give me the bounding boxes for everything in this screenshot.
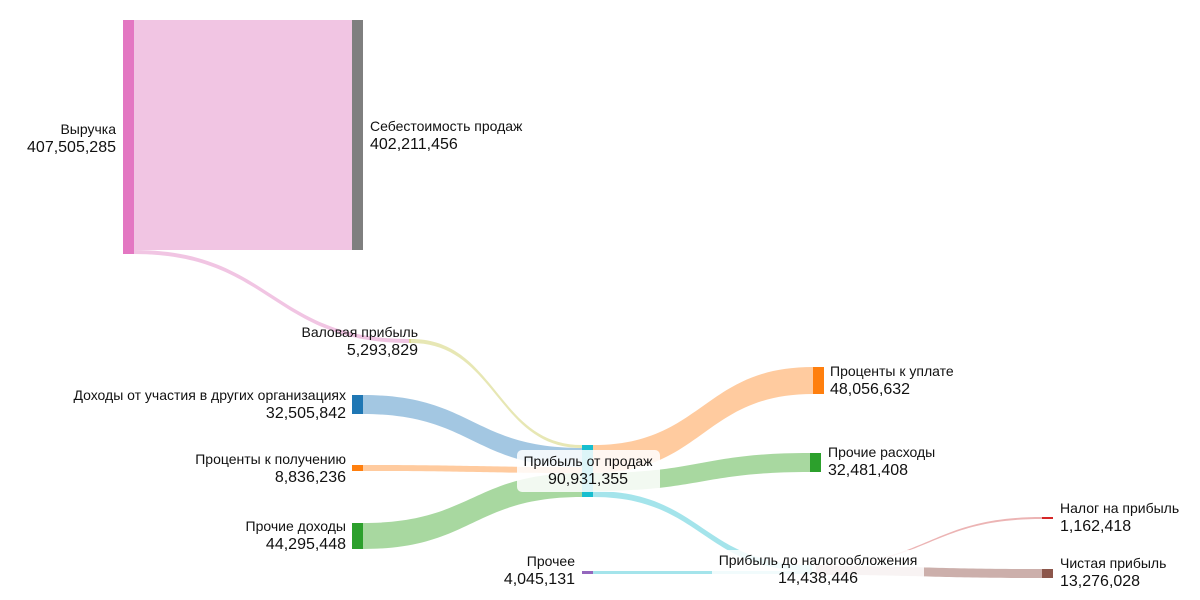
node-label-pretax: Прибыль до налогообложения xyxy=(719,552,918,568)
node-value-other_inc: 44,295,448 xyxy=(266,536,346,553)
node-other_inc xyxy=(352,523,363,549)
node-value-gross: 5,293,829 xyxy=(347,342,418,359)
node-label-int_pay: Проценты к уплате xyxy=(830,363,954,379)
node-int_recv xyxy=(352,465,363,471)
label-bg-pretax xyxy=(712,550,924,586)
node-value-pretax: 14,438,446 xyxy=(778,570,858,587)
link-pretax-tax xyxy=(816,517,1042,566)
link-sales_profit-pretax xyxy=(593,491,812,571)
node-value-sales_profit: 90,931,355 xyxy=(548,471,628,488)
node-value-other: 4,045,131 xyxy=(504,571,575,588)
node-value-tax: 1,162,418 xyxy=(1060,518,1131,535)
node-cogs xyxy=(352,20,363,250)
node-label-int_recv: Проценты к получению xyxy=(195,451,346,467)
node-label-other_exp: Прочие расходы xyxy=(828,444,935,460)
node-revenue xyxy=(123,20,134,254)
node-gross xyxy=(409,339,411,343)
node-value-int_recv: 8,836,236 xyxy=(275,469,346,486)
node-other xyxy=(582,571,593,574)
node-net xyxy=(1042,569,1053,578)
node-label-other_inc: Прочие доходы xyxy=(246,518,346,534)
node-label-other: Прочее xyxy=(527,553,575,569)
node-label-tax: Налог на прибыль xyxy=(1060,500,1179,516)
node-tax xyxy=(1042,517,1053,519)
node-participation xyxy=(352,395,363,414)
link-participation-sales_profit xyxy=(363,395,582,467)
link-revenue-gross xyxy=(134,250,409,343)
link-sales_profit-int_pay xyxy=(593,367,813,473)
node-int_pay xyxy=(813,367,824,394)
node-value-participation: 32,505,842 xyxy=(266,405,346,422)
label-layer: Выручка 407,505,285 Себестоимость продаж 40… xyxy=(27,118,1179,590)
node-label-revenue: Выручка xyxy=(60,121,116,137)
label-bg-sales_profit xyxy=(517,450,660,492)
node-label-net: Чистая прибыль xyxy=(1060,555,1166,571)
node-value-revenue: 407,505,285 xyxy=(27,139,116,156)
node-other_exp xyxy=(810,453,821,472)
node-label-cogs: Себестоимость продаж xyxy=(370,118,523,134)
node-label-gross: Валовая прибыль xyxy=(301,324,418,340)
link-gross-sales_profit xyxy=(411,339,582,448)
node-value-net: 13,276,028 xyxy=(1060,573,1140,590)
node-label-sales_profit: Прибыль от продаж xyxy=(523,453,653,469)
node-value-cogs: 402,211,456 xyxy=(370,136,458,153)
link-revenue-cogs xyxy=(134,20,352,250)
node-value-other_exp: 32,481,408 xyxy=(828,462,908,479)
node-label-participation: Доходы от участия в других организациях xyxy=(73,387,346,403)
node-value-int_pay: 48,056,632 xyxy=(830,381,910,398)
